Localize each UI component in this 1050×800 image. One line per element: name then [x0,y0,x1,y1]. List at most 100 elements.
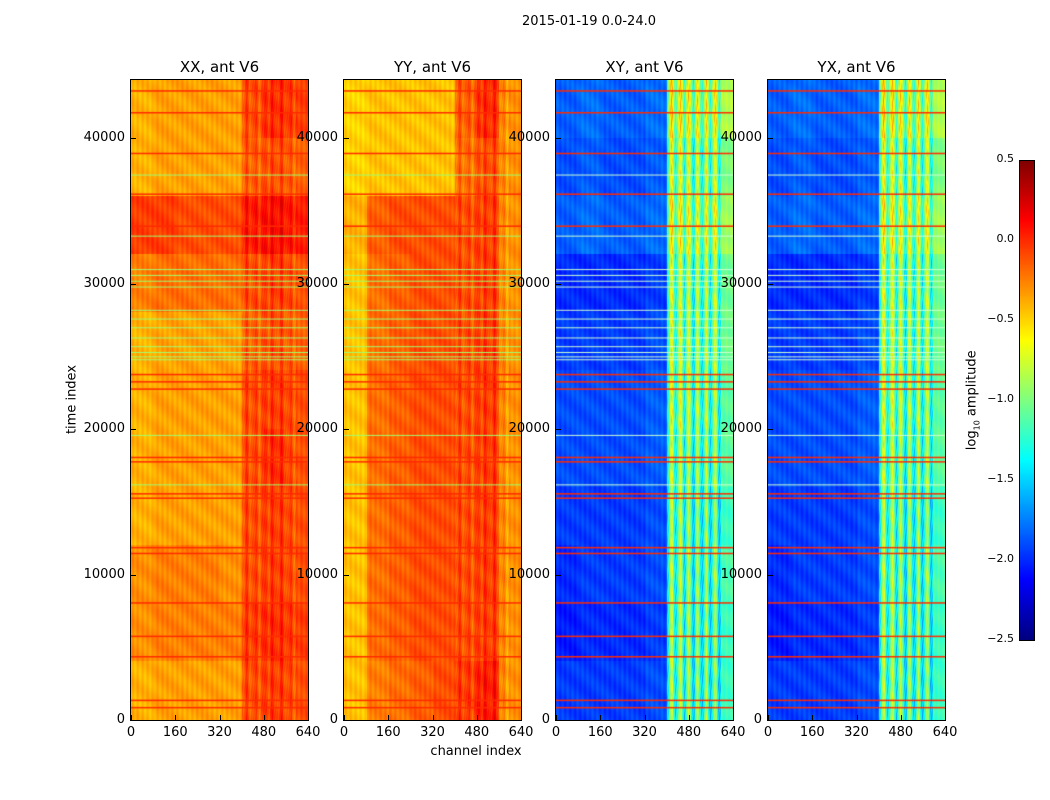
x-tick-mark [521,715,522,720]
colorbar-tick-label: −1.5 [987,472,1014,485]
y-tick-label: 0 [753,712,762,727]
y-tick-mark [344,574,349,576]
x-tick-mark [644,715,646,720]
y-tick-mark [131,138,136,140]
y-tick-mark [344,720,349,721]
x-tick-label: 480 [464,725,490,740]
colorbar-label-prefix: log [964,430,980,451]
colorbar-tick-label: −1.0 [987,392,1014,405]
x-tick-mark [175,715,177,720]
y-tick-mark [768,429,773,431]
y-tick-mark [556,429,561,431]
x-tick-label: 480 [251,725,277,740]
x-tick-label: 640 [508,725,534,740]
x-tick-label: 160 [799,725,825,740]
x-tick-label: 640 [932,725,958,740]
x-tick-mark [688,715,690,720]
y-tick-label: 0 [116,712,125,727]
panel-title-2: XY, ant V6 [605,58,684,76]
x-tick-label: 160 [162,725,188,740]
y-tick-label: 40000 [720,130,762,146]
x-tick-mark [768,715,769,720]
x-tick-label: 480 [888,725,914,740]
y-tick-label: 40000 [296,130,338,146]
x-tick-label: 0 [339,725,349,740]
x-tick-label: 480 [676,725,702,740]
x-tick-mark [432,715,434,720]
x-tick-mark [263,715,265,720]
y-tick-mark [768,283,773,285]
y-tick-mark [768,720,773,721]
y-tick-label: 20000 [720,421,762,437]
y-tick-label: 20000 [83,421,125,437]
colorbar-tick-label: 0.0 [996,232,1015,245]
y-tick-mark [556,720,561,721]
x-tick-mark [600,715,602,720]
x-tick-mark [812,715,814,720]
colorbar-label-sub: 10 [972,420,982,431]
heatmap-0 [131,80,308,720]
x-tick-label: 320 [420,725,445,740]
x-tick-label: 320 [844,725,869,740]
y-tick-mark [556,283,561,285]
x-axis-label: channel index [430,744,522,759]
x-tick-mark [733,715,734,720]
y-tick-mark [768,138,773,140]
y-tick-mark [131,429,136,431]
y-tick-mark [556,574,561,576]
y-tick-label: 10000 [720,566,762,582]
x-tick-mark [388,715,390,720]
y-tick-mark [768,574,773,576]
x-tick-mark [308,715,309,720]
x-tick-mark [219,715,221,720]
y-tick-label: 20000 [296,421,338,437]
x-tick-label: 320 [632,725,657,740]
y-tick-mark [344,283,349,285]
y-tick-label: 30000 [508,275,550,291]
y-tick-label: 10000 [296,566,338,582]
x-tick-label: 640 [720,725,746,740]
y-tick-mark [556,138,561,140]
y-tick-mark [344,429,349,431]
x-tick-mark [131,715,132,720]
y-tick-label: 0 [329,712,338,727]
y-tick-mark [131,720,136,721]
y-tick-label: 30000 [296,275,338,291]
colorbar-label: log10 amplitude [965,345,982,455]
y-tick-label: 30000 [83,275,125,291]
heatmap-3 [768,80,945,720]
y-tick-label: 40000 [83,130,125,146]
x-tick-label: 320 [207,725,232,740]
x-tick-mark [900,715,902,720]
y-tick-mark [344,138,349,140]
colorbar-tick-label: −2.0 [987,552,1014,565]
y-axis-label: time index [64,364,80,435]
panel-title-0: XX, ant V6 [179,58,260,76]
colorbar-tick-label: 0.5 [996,152,1015,165]
y-tick-label: 10000 [83,566,125,582]
figure-title: 2015-01-19 0.0-24.0 [522,14,656,29]
colorbar [1019,160,1034,640]
y-tick-label: 10000 [508,566,550,582]
x-tick-mark [556,715,557,720]
x-tick-label: 160 [587,725,613,740]
y-tick-mark [131,283,136,285]
y-tick-mark [131,574,136,576]
colorbar-tick-label: −2.5 [987,632,1014,645]
x-tick-label: 0 [551,725,561,740]
x-tick-mark [856,715,858,720]
colorbar-tick-label: −0.5 [987,312,1014,325]
x-tick-label: 640 [295,725,321,740]
y-tick-label: 40000 [508,130,550,146]
heatmap-2 [556,80,733,720]
x-tick-mark [344,715,345,720]
x-tick-label: 0 [126,725,136,740]
x-tick-label: 0 [763,725,773,740]
y-tick-label: 20000 [508,421,550,437]
x-tick-mark [945,715,946,720]
x-tick-label: 160 [375,725,401,740]
x-tick-mark [476,715,478,720]
panel-title-3: YX, ant V6 [817,58,896,76]
y-tick-label: 30000 [720,275,762,291]
panel-title-1: YY, ant V6 [393,58,471,76]
